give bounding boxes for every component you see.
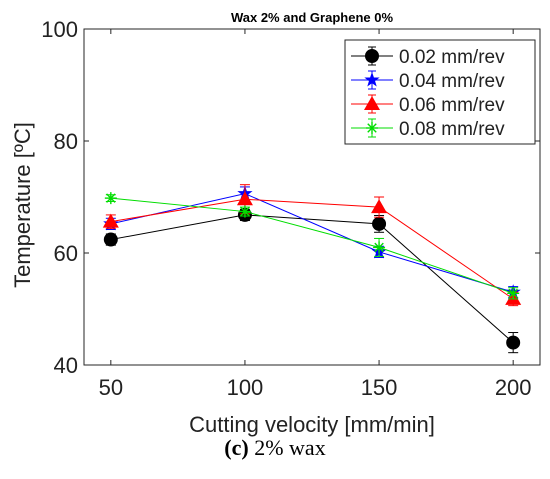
legend-marker	[364, 71, 380, 87]
data-point	[506, 335, 521, 350]
x-tick-label: 100	[227, 375, 264, 400]
y-tick-label: 60	[54, 241, 78, 266]
data-point	[104, 192, 117, 205]
data-point	[371, 199, 388, 214]
y-axis-label: Temperature [ºC]	[10, 122, 35, 288]
legend-marker	[364, 96, 380, 110]
data-point	[507, 287, 520, 300]
data-point	[236, 191, 253, 206]
data-point	[102, 213, 119, 228]
x-tick-label: 50	[99, 375, 123, 400]
data-point	[238, 205, 251, 218]
x-tick-label: 150	[361, 375, 398, 400]
plot-area: 50 100 150 200 40 60 80 100	[41, 17, 541, 400]
series-line-1	[110, 214, 514, 343]
series-line-3	[110, 198, 514, 300]
data-point	[103, 232, 118, 247]
chart-title: Wax 2% and Graphene 0%	[231, 10, 394, 25]
series-line-2	[110, 193, 514, 293]
caption-label: (c)	[224, 435, 249, 460]
legend-label-3: 0.06 mm/rev	[399, 95, 505, 116]
legend-label-4: 0.08 mm/rev	[399, 119, 505, 140]
legend: 0.02 mm/rev 0.04 mm/rev 0.06 mm/rev 0.08 mm…	[344, 39, 536, 145]
x-tick-label: 200	[495, 375, 532, 400]
y-tick-label: 40	[54, 353, 78, 378]
series-line-4	[110, 197, 514, 294]
data-point	[372, 216, 387, 231]
legend-marker	[365, 49, 379, 63]
legend-label-1: 0.02 mm/rev	[399, 47, 505, 68]
figure-caption: (c) 2% wax	[0, 435, 550, 461]
plot-frame	[83, 28, 541, 366]
legend-label-2: 0.04 mm/rev	[399, 71, 505, 92]
legend-marker	[366, 122, 378, 134]
y-tick-label: 100	[41, 17, 78, 42]
caption-text: 2% wax	[254, 435, 326, 460]
data-point	[373, 241, 386, 254]
x-axis-label: Cutting velocity [mm/min]	[189, 412, 435, 437]
y-tick-label: 80	[54, 129, 78, 154]
